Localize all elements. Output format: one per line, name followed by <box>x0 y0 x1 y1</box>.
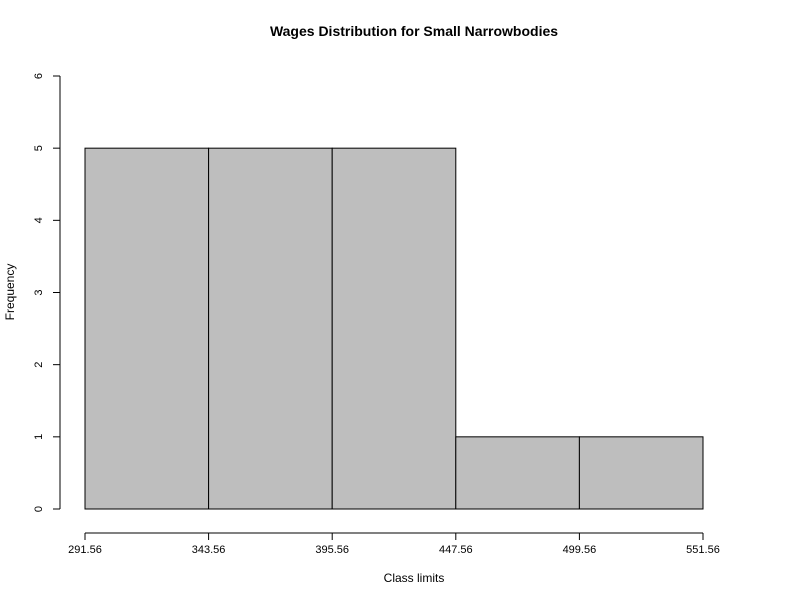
histogram-bar-1 <box>84 147 210 510</box>
histogram-bar-3 <box>331 147 457 510</box>
chart-title: Wages Distribution for Small Narrowbodie… <box>270 23 558 39</box>
y-tick-label-5: 4 <box>33 217 45 223</box>
bars <box>84 147 704 510</box>
y-tick-label-1: 0 <box>33 506 45 512</box>
x-tick-label-3: 395.56 <box>315 544 349 556</box>
histogram-bar-2 <box>208 147 333 510</box>
x-axis-label: Class limits <box>384 571 445 585</box>
x-tick-label-2: 343.56 <box>192 544 226 556</box>
y-tick-label-3: 2 <box>33 362 45 368</box>
x-tick-label-6: 551.56 <box>686 544 720 556</box>
y-tick-label-7: 6 <box>33 73 45 79</box>
y-tick-label-4: 3 <box>33 289 45 295</box>
x-tick-label-5: 499.56 <box>563 544 597 556</box>
y-axis-label: Frequency <box>3 264 17 321</box>
x-tick-label-4: 447.56 <box>439 544 473 556</box>
y-tick-label-6: 5 <box>33 145 45 151</box>
x-axis: 291.56 343.56 395.56 447.56 499.56 551.56 <box>68 532 720 556</box>
y-tick-label-2: 1 <box>33 434 45 440</box>
x-tick-label-1: 291.56 <box>68 544 102 556</box>
y-axis: 0 1 2 3 4 5 6 <box>33 73 61 512</box>
histogram-bar-5 <box>578 436 704 510</box>
histogram-bar-4 <box>455 436 580 510</box>
